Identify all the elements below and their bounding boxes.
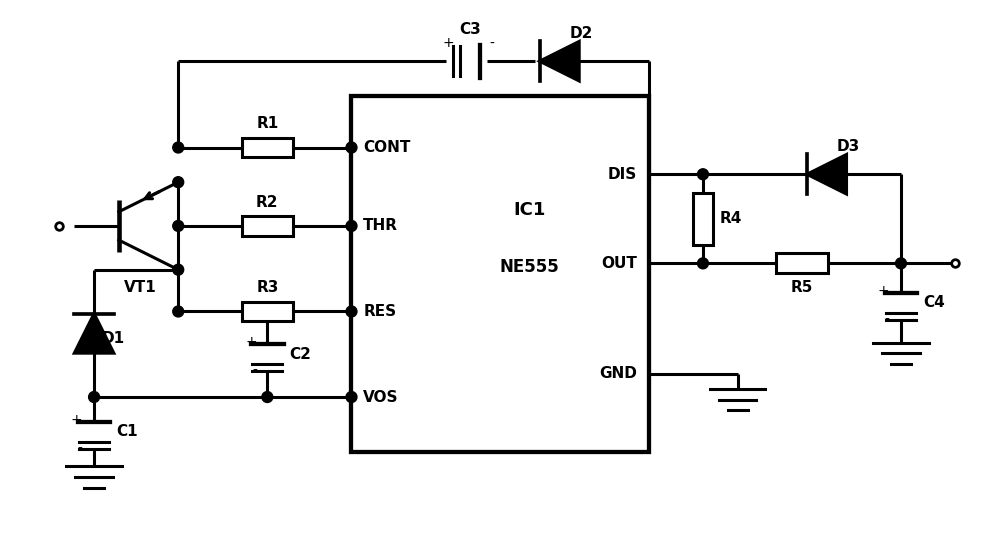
Text: -: - <box>77 442 82 456</box>
Circle shape <box>173 177 184 188</box>
Text: THR: THR <box>363 219 398 234</box>
Circle shape <box>698 169 708 179</box>
Circle shape <box>346 220 357 231</box>
Bar <box>242 216 293 236</box>
Circle shape <box>173 264 184 275</box>
Text: CONT: CONT <box>363 140 411 155</box>
Text: RES: RES <box>363 304 396 319</box>
Circle shape <box>173 142 184 153</box>
Polygon shape <box>540 41 579 81</box>
Text: D1: D1 <box>102 331 125 346</box>
Circle shape <box>346 142 357 153</box>
Text: C1: C1 <box>116 424 137 439</box>
Text: +: + <box>71 413 82 427</box>
Text: R4: R4 <box>720 211 742 226</box>
Text: +: + <box>443 36 454 50</box>
Text: C3: C3 <box>459 22 481 37</box>
Text: C2: C2 <box>289 347 311 362</box>
Text: -: - <box>253 364 257 378</box>
Text: R1: R1 <box>256 116 278 131</box>
Circle shape <box>173 306 184 317</box>
Text: -: - <box>884 313 889 327</box>
Bar <box>351 96 649 452</box>
Text: IC1: IC1 <box>514 201 546 219</box>
Circle shape <box>346 306 357 317</box>
Polygon shape <box>807 154 847 194</box>
Text: D2: D2 <box>569 26 593 41</box>
Text: R5: R5 <box>791 280 813 295</box>
Text: OUT: OUT <box>601 256 637 271</box>
Text: -: - <box>490 36 495 50</box>
Text: C4: C4 <box>923 296 945 310</box>
Text: +: + <box>246 335 257 349</box>
Text: DIS: DIS <box>607 167 637 182</box>
Bar <box>242 138 293 158</box>
Text: VOS: VOS <box>363 390 399 405</box>
Bar <box>776 253 828 273</box>
Circle shape <box>89 391 100 402</box>
Circle shape <box>698 258 708 269</box>
Text: R2: R2 <box>256 195 279 210</box>
Text: R3: R3 <box>256 280 279 295</box>
Polygon shape <box>74 314 114 353</box>
Circle shape <box>896 258 906 269</box>
Text: VT1: VT1 <box>124 280 157 295</box>
Circle shape <box>173 220 184 231</box>
Text: +: + <box>877 284 889 298</box>
Text: GND: GND <box>599 366 637 381</box>
Circle shape <box>262 391 273 402</box>
Text: D3: D3 <box>837 139 860 154</box>
Circle shape <box>346 391 357 402</box>
Bar <box>693 193 713 244</box>
Bar <box>242 301 293 321</box>
Text: NE555: NE555 <box>500 258 560 276</box>
